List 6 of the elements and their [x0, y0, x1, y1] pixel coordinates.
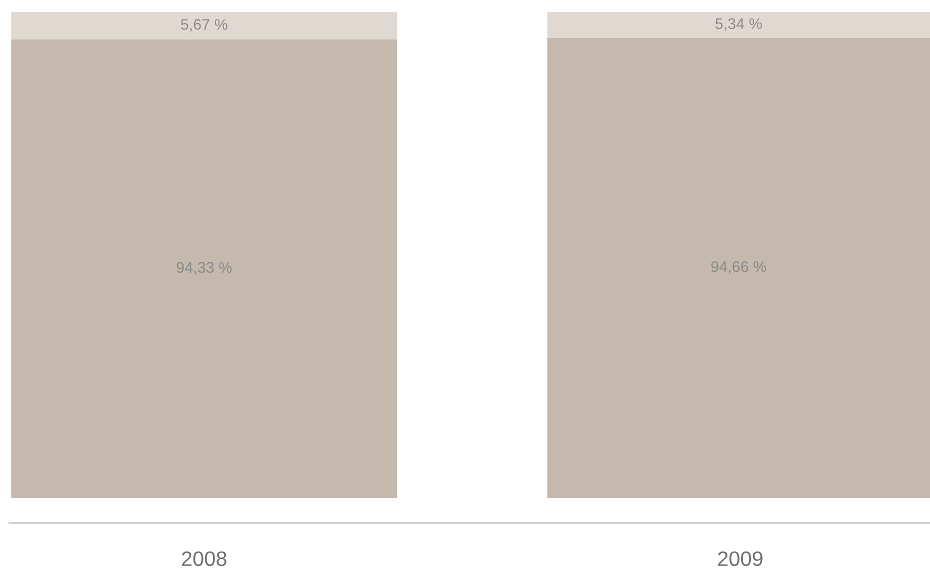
x-tick-label: 2008	[182, 551, 226, 566]
data-label: 94,66 %	[711, 261, 766, 274]
x-tick-label: 2009	[718, 551, 762, 566]
data-label: 5,67 %	[180, 19, 228, 32]
data-label: 94,33 %	[176, 262, 232, 275]
data-label: 5,34 %	[715, 18, 762, 31]
